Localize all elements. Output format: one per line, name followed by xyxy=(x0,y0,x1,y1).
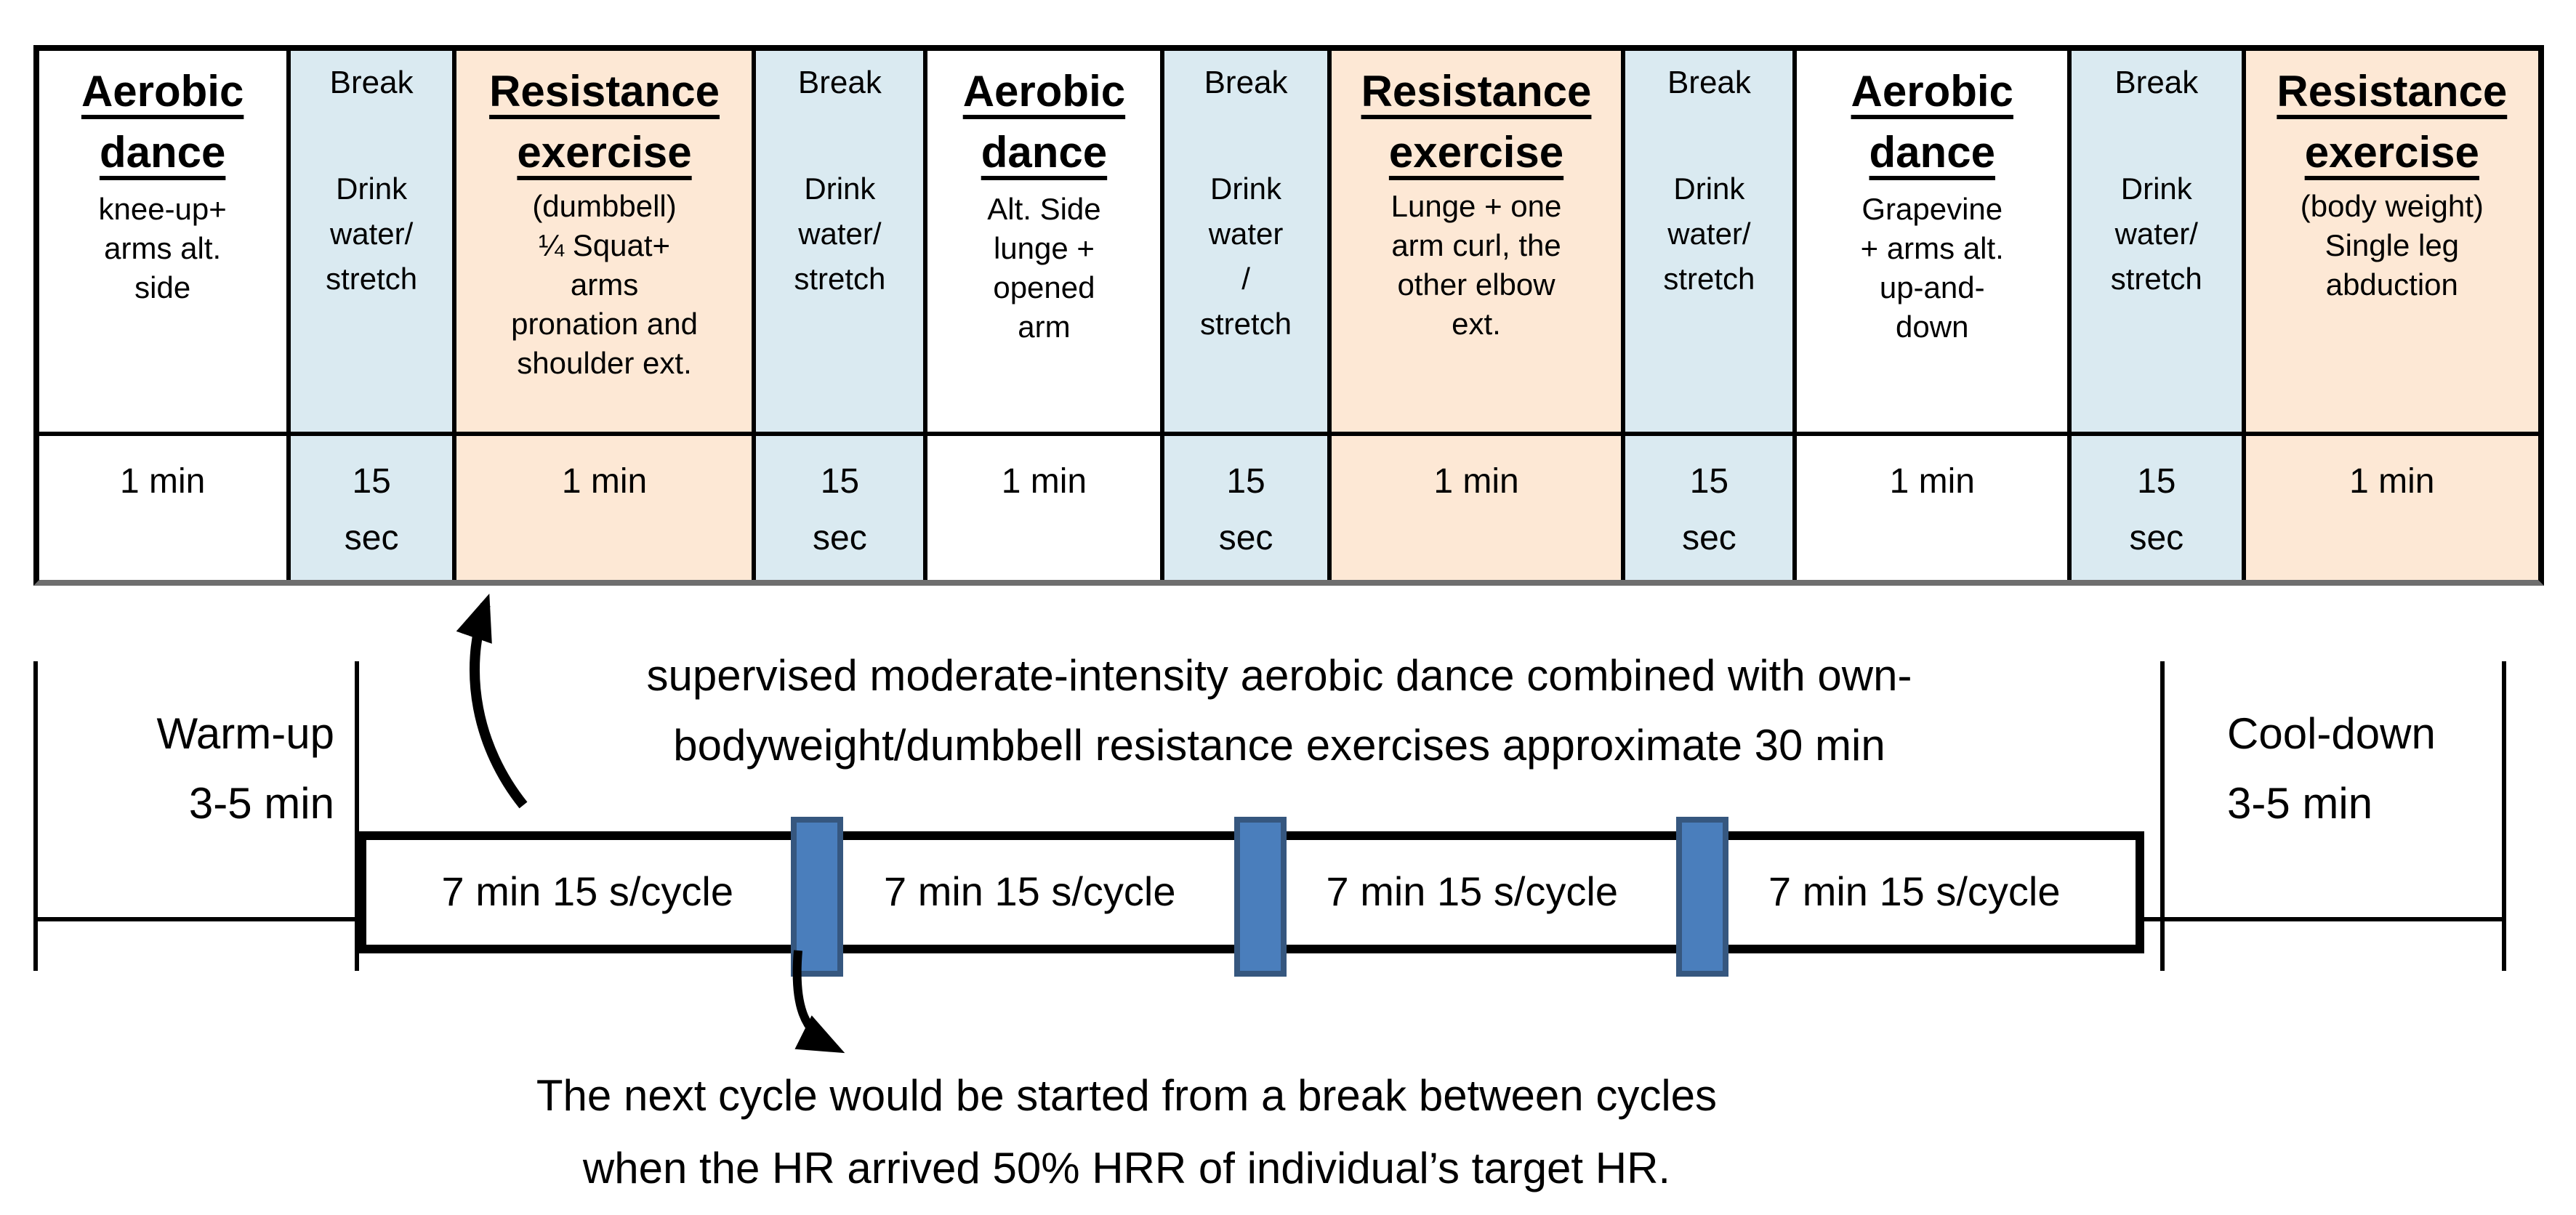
duration-value: 1 min xyxy=(119,462,206,501)
cycle-block-1: 7 min 15 s/cycle xyxy=(441,869,734,914)
exercise-title: Break xyxy=(1667,64,1751,100)
exercise-title: Aerobic dance xyxy=(81,68,244,177)
table-column-10-break: Break Drink water/stretch 15 sec xyxy=(2066,51,2242,580)
exercise-description: Grapevine + arms alt. up-and-down xyxy=(1860,193,2004,344)
table-column-5-aerobic: Aerobic dance Alt. Side lunge + opened arm 1… xyxy=(923,51,1161,580)
exercise-title: Break xyxy=(2114,64,2199,100)
cycle-break-separator-1 xyxy=(791,817,843,977)
duration-value: 1 min xyxy=(561,462,648,501)
cycle-break-separator-3 xyxy=(1676,817,1728,977)
exercise-description: Lunge + one arm curl, the other elbow ext. xyxy=(1390,190,1562,342)
exercise-title: Resistance exercise xyxy=(2277,68,2508,177)
table-column-3-resistance: Resistance exercise (dumbbell) ¼ Squat+ arm… xyxy=(452,51,752,580)
exercise-cell: Resistance exercise Lunge + one arm curl, … xyxy=(1331,51,1622,436)
exercise-title: Aerobic dance xyxy=(1851,68,2013,177)
duration-value: 15 sec xyxy=(344,462,399,558)
duration-cell: 15 sec xyxy=(2072,436,2242,580)
duration-cell: 1 min xyxy=(2246,436,2538,580)
cooldown-boundary-line xyxy=(2160,661,2165,971)
duration-value: 1 min xyxy=(1001,462,1087,501)
duration-value: 15 sec xyxy=(2129,462,2184,558)
exercise-description: knee-up+ arms alt. side xyxy=(98,193,227,305)
timeline-left-tick xyxy=(33,661,38,971)
duration-cell: 1 min xyxy=(39,436,286,580)
exercise-title: Aerobic dance xyxy=(962,68,1126,177)
exercise-title: Break xyxy=(797,64,882,100)
exercise-title: Break xyxy=(329,64,414,100)
table-column-4-break: Break Drink water/stretch 15 sec xyxy=(752,51,924,580)
duration-cell: 15 sec xyxy=(756,436,924,580)
duration-value: 15 sec xyxy=(813,462,867,558)
cycle-block-4: 7 min 15 s/cycle xyxy=(1768,869,2061,914)
duration-value: 1 min xyxy=(1433,462,1519,501)
duration-cell: 1 min xyxy=(457,436,752,580)
exercise-cell: Resistance exercise (body weight) Single l… xyxy=(2245,51,2538,436)
exercise-title: Resistance exercise xyxy=(1361,68,1592,177)
cooldown-label: Cool-down 3-5 min xyxy=(2227,711,2436,828)
exercise-description: (body weight) Single leg abduction xyxy=(2300,190,2484,302)
exercise-cell: Aerobic dance Alt. Side lunge + opened arm xyxy=(927,51,1161,436)
duration-value: 1 min xyxy=(1889,462,1975,501)
duration-cell: 15 sec xyxy=(1164,436,1327,580)
table-column-6-break: Break Drink water / stretch 15 sec xyxy=(1160,51,1327,580)
duration-cell: 1 min xyxy=(1332,436,1621,580)
table-column-8-break: Break Drink water/stretch 15 sec xyxy=(1621,51,1793,580)
exercise-title: Break xyxy=(1204,64,1288,100)
cycle-bar: 7 min 15 s/cycle 7 min 15 s/cycle 7 min 15… xyxy=(358,817,2144,977)
duration-value: 1 min xyxy=(2349,462,2435,501)
exercise-description: (dumbbell) ¼ Squat+ arms pronation and shoul… xyxy=(511,190,698,381)
duration-cell: 1 min xyxy=(928,436,1161,580)
duration-cell: 1 min xyxy=(1798,436,2067,580)
curved-up-arrow-icon xyxy=(456,593,528,809)
exercise-cell: Aerobic dance Grapevine + arms alt. up-and-… xyxy=(1797,51,2067,436)
warmup-boundary-line xyxy=(355,661,359,971)
duration-cell: 15 sec xyxy=(290,436,453,580)
cycle-break-separator-2 xyxy=(1234,817,1287,977)
timeline-right-tick xyxy=(2502,661,2506,971)
table-column-1-aerobic: Aerobic dance knee-up+ arms alt. side 1 min xyxy=(39,51,286,580)
main-phase-description: supervised moderate-intensity aerobic da… xyxy=(646,653,1912,770)
cycle-block-3: 7 min 15 s/cycle xyxy=(1326,869,1619,914)
table-column-2-break: Break Drink water/stretch 15 sec xyxy=(286,51,453,580)
next-cycle-annotation: The next cycle would be started from a b… xyxy=(536,1073,1718,1193)
table-column-9-aerobic: Aerobic dance Grapevine + arms alt. up-and-… xyxy=(1792,51,2067,580)
cycle-block-2: 7 min 15 s/cycle xyxy=(884,869,1176,914)
exercise-description: Alt. Side lunge + opened arm xyxy=(987,193,1101,344)
warmup-label: Warm-up 3-5 min xyxy=(156,711,334,828)
duration-value: 15 sec xyxy=(1218,462,1273,558)
duration-value: 15 sec xyxy=(1682,462,1736,558)
duration-cell: 15 sec xyxy=(1625,436,1793,580)
table-column-7-resistance: Resistance exercise Lunge + one arm curl, … xyxy=(1327,51,1622,580)
table-column-11-resistance: Resistance exercise (body weight) Single l… xyxy=(2241,51,2538,580)
exercise-title: Resistance exercise xyxy=(489,68,720,177)
exercise-cell: Aerobic dance knee-up+ arms alt. side xyxy=(39,51,286,436)
exercise-schedule-table: Aerobic dance knee-up+ arms alt. side 1 min… xyxy=(33,45,2544,586)
exercise-cell: Resistance exercise (dumbbell) ¼ Squat+ arm… xyxy=(456,51,752,436)
